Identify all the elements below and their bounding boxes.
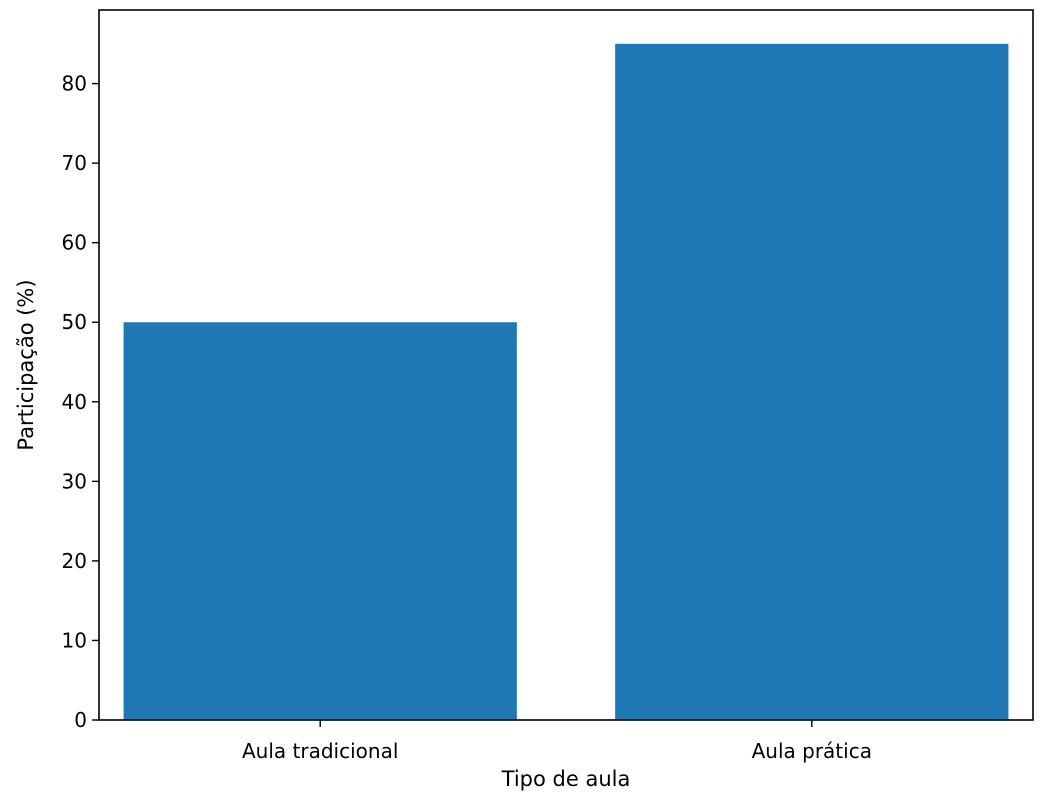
x-tick-label: Aula prática — [752, 739, 872, 763]
plot-frame — [98, 9, 1034, 721]
x-axis-ticks: Aula tradicional Aula prática — [242, 720, 872, 763]
y-tick-label: 20 — [62, 549, 87, 573]
y-tick-label: 70 — [62, 151, 87, 175]
x-axis-title: Tipo de aula — [501, 767, 631, 791]
bars-layer — [123, 43, 1009, 721]
y-tick-label: 50 — [62, 310, 87, 334]
y-axis-ticks: 0 10 20 30 40 50 60 70 80 — [62, 72, 99, 732]
y-tick-label: 40 — [62, 390, 87, 414]
y-tick-label: 80 — [62, 72, 87, 96]
bar-1 — [615, 43, 1009, 721]
y-tick-label: 60 — [62, 231, 87, 255]
y-axis-title: Participação (%) — [14, 279, 38, 450]
y-tick-label: 0 — [74, 708, 87, 732]
bar-0 — [123, 322, 517, 720]
y-tick-label: 30 — [62, 469, 87, 493]
x-tick-label: Aula tradicional — [242, 739, 398, 763]
y-tick-label: 10 — [62, 628, 87, 652]
